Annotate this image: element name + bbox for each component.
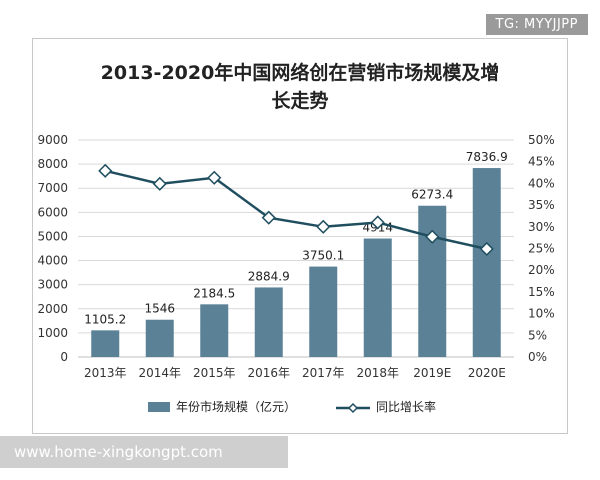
growth-rate-marker [370, 215, 385, 230]
y-right-tick-label: 10% [528, 307, 555, 321]
y-right-tick-label: 25% [528, 242, 555, 256]
growth-rate-marker [207, 170, 222, 185]
y-left-tick-label: 8000 [37, 157, 68, 171]
bar-value-label: 7836.9 [466, 150, 508, 164]
legend-swatch-bar [148, 402, 170, 412]
y-right-tick-label: 35% [528, 198, 555, 212]
bar [472, 168, 501, 357]
y-right-tick-label: 45% [528, 155, 555, 169]
legend-label-bar: 年份市场规模（亿元） [176, 399, 296, 414]
growth-rate-marker [98, 163, 113, 178]
watermark-url: www.home-xingkongpt.com [0, 436, 288, 468]
y-left-tick-label: 3000 [37, 278, 68, 292]
y-right-tick-label: 50% [528, 133, 555, 147]
chart-title-line1: 2013-2020年中国网络创在营销市场规模及增 [100, 62, 500, 84]
bar [200, 304, 229, 357]
bar-value-label: 6273.4 [411, 188, 453, 202]
y-right-tick-label: 40% [528, 176, 555, 190]
x-category-label: 2019E [413, 366, 451, 380]
y-left-tick-label: 7000 [37, 181, 68, 195]
legend-label-line: 同比增长率 [376, 399, 436, 414]
bar [145, 319, 174, 357]
y-left-tick-label: 5000 [37, 229, 68, 243]
bar-value-label: 1105.2 [84, 312, 126, 326]
x-category-label: 2015年 [193, 366, 236, 380]
y-left-tick-label: 0 [60, 350, 68, 364]
bar [254, 287, 283, 357]
legend-marker-line [347, 402, 359, 414]
y-right-tick-label: 20% [528, 263, 555, 277]
watermark-tag: TG: MYYJJPP [485, 14, 588, 35]
x-category-label: 2016年 [247, 366, 290, 380]
chart-title-line2: 长走势 [271, 90, 329, 112]
x-category-label: 2018年 [356, 366, 399, 380]
growth-rate-marker [479, 241, 494, 256]
growth-rate-marker [261, 210, 276, 225]
y-left-tick-label: 6000 [37, 205, 68, 219]
y-left-tick-label: 1000 [37, 326, 68, 340]
y-right-tick-label: 15% [528, 285, 555, 299]
growth-rate-marker [316, 219, 331, 234]
growth-rate-line [104, 169, 488, 251]
y-right-tick-label: 30% [528, 220, 555, 234]
bar [91, 330, 120, 357]
bar [363, 238, 392, 357]
y-left-tick-label: 2000 [37, 302, 68, 316]
bar-value-label: 3750.1 [302, 249, 344, 263]
y-left-tick-label: 9000 [37, 133, 68, 147]
y-right-tick-label: 0% [528, 350, 547, 364]
bar [309, 266, 338, 357]
x-category-label: 2013年 [84, 366, 127, 380]
bar-value-label: 2184.5 [193, 286, 235, 300]
y-left-tick-label: 4000 [37, 254, 68, 268]
bar-value-label: 2884.9 [248, 269, 290, 283]
growth-rate-marker [152, 176, 167, 191]
y-right-tick-label: 5% [528, 328, 547, 342]
bar [418, 205, 447, 357]
x-category-label: 2014年 [138, 366, 181, 380]
bar-value-label: 1546 [144, 302, 175, 316]
growth-rate-marker [425, 229, 440, 244]
x-category-label: 2017年 [302, 366, 345, 380]
x-category-label: 2020E [468, 366, 506, 380]
